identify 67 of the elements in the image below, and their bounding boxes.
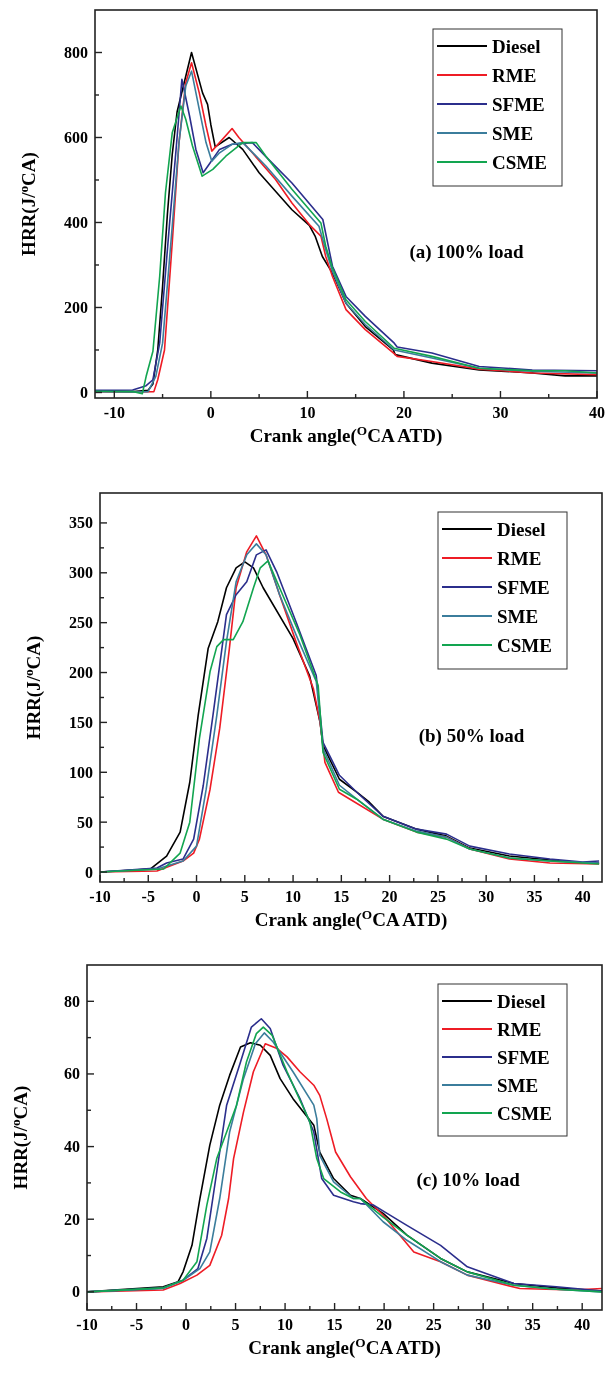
y-tick-label: 20 bbox=[64, 1210, 80, 1228]
x-tick-label: 5 bbox=[240, 888, 249, 905]
x-tick-label: 40 bbox=[574, 888, 591, 905]
x-axis-title: Crank angle($^{O}$CA ATD) bbox=[248, 1334, 441, 1359]
x-tick-label: 0 bbox=[206, 404, 215, 421]
x-tick-label: 35 bbox=[524, 1316, 541, 1333]
x-tick-label: 40 bbox=[574, 1316, 591, 1333]
y-tick-label: 80 bbox=[64, 992, 80, 1010]
y-tick-label: 0 bbox=[72, 1283, 80, 1301]
x-tick-label: 20 bbox=[395, 404, 412, 421]
y-tick-label: 0 bbox=[80, 383, 88, 401]
y-tick-label: 0 bbox=[85, 863, 93, 881]
x-tick-label: -5 bbox=[141, 888, 155, 905]
y-tick-label: 100 bbox=[69, 763, 93, 781]
x-tick-label: 10 bbox=[299, 404, 316, 421]
legend-label: SFME bbox=[492, 94, 545, 115]
x-tick-label: -5 bbox=[129, 1316, 144, 1333]
x-tick-label: 0 bbox=[192, 888, 201, 905]
x-tick-label: 15 bbox=[326, 1316, 343, 1333]
y-tick-label: 40 bbox=[64, 1138, 80, 1156]
x-axis-title: Crank angle($^{O}$CA ATD) bbox=[254, 906, 448, 931]
y-tick-label: 350 bbox=[69, 514, 93, 532]
y-tick-label: 60 bbox=[64, 1065, 80, 1083]
y-tick-label: 250 bbox=[69, 614, 93, 632]
x-tick-label: 0 bbox=[182, 1316, 191, 1333]
x-tick-label: 20 bbox=[376, 1316, 393, 1333]
x-tick-label: 20 bbox=[381, 888, 398, 905]
x-tick-label: 25 bbox=[429, 888, 446, 905]
legend-label: SME bbox=[497, 1075, 539, 1096]
legend-label: SFME bbox=[497, 577, 550, 598]
legend-label: CSME bbox=[497, 1103, 552, 1124]
legend-label: SFME bbox=[497, 1047, 550, 1068]
x-tick-label: 5 bbox=[231, 1316, 240, 1333]
legend-label: SME bbox=[497, 606, 539, 627]
legend-label: CSME bbox=[497, 635, 552, 656]
x-tick-label: 10 bbox=[277, 1316, 294, 1333]
x-tick-label: 15 bbox=[333, 888, 350, 905]
x-tick-label: 40 bbox=[589, 404, 605, 421]
legend-label: Diesel bbox=[497, 991, 546, 1012]
legend-label: CSME bbox=[492, 152, 547, 173]
x-tick-label: 10 bbox=[285, 888, 302, 905]
legend-label: RME bbox=[492, 65, 537, 86]
y-tick-label: 600 bbox=[64, 128, 88, 146]
y-tick-label: 50 bbox=[77, 813, 93, 831]
x-tick-label: 35 bbox=[526, 888, 543, 905]
x-axis-title: Crank angle($^{O}$CA ATD) bbox=[249, 422, 443, 447]
y-tick-label: 400 bbox=[64, 213, 88, 231]
legend-label: SME bbox=[492, 123, 534, 144]
annotation: (b) 50% load bbox=[418, 724, 525, 747]
y-tick-label: 800 bbox=[64, 44, 88, 61]
y-tick-label: 200 bbox=[69, 664, 93, 682]
legend-label: Diesel bbox=[492, 36, 541, 57]
legend-label: RME bbox=[497, 548, 542, 569]
legend-label: RME bbox=[497, 1019, 542, 1040]
annotation: (a) 100% load bbox=[409, 241, 524, 264]
legend-label: Diesel bbox=[497, 519, 546, 540]
x-tick-label: 30 bbox=[475, 1316, 492, 1333]
x-tick-label: -10 bbox=[76, 1316, 98, 1333]
y-tick-label: 300 bbox=[69, 564, 93, 582]
x-tick-label: 25 bbox=[425, 1316, 442, 1333]
y-tick-label: 200 bbox=[64, 298, 88, 316]
x-tick-label: 30 bbox=[478, 888, 495, 905]
annotation: (c) 10% load bbox=[416, 1168, 521, 1191]
x-tick-label: 30 bbox=[492, 404, 509, 421]
y-tick-label: 150 bbox=[69, 713, 93, 731]
x-tick-label: -10 bbox=[103, 404, 125, 421]
x-tick-label: -10 bbox=[89, 888, 111, 905]
